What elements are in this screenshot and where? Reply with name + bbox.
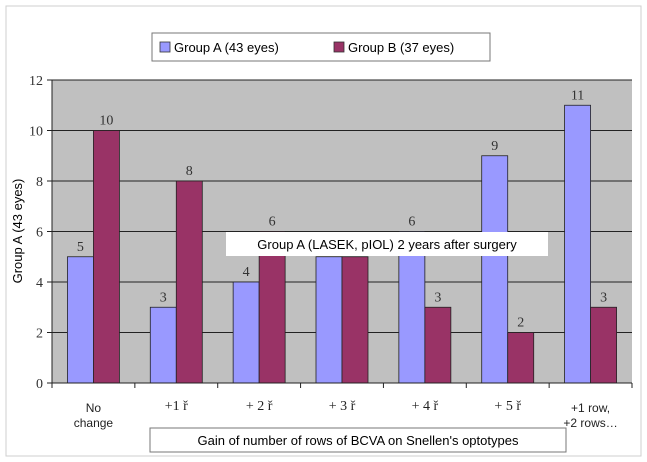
value-label-group-a: 5 — [77, 240, 84, 255]
legend-box — [151, 32, 491, 62]
bar-group-a — [481, 155, 509, 384]
value-label-group-b: 3 — [600, 290, 607, 305]
bar-group-b — [93, 130, 120, 384]
value-label-group-b: 8 — [186, 164, 193, 179]
legend-swatch-group-b — [333, 41, 345, 53]
x-tick-label: +2 rows… — [563, 416, 617, 430]
bar-group-b — [341, 256, 369, 384]
x-tick-label: + 3 ř — [329, 399, 356, 414]
value-label-group-b: 6 — [269, 215, 276, 230]
legend-swatch-group-a — [159, 41, 171, 53]
value-label-group-b: 2 — [517, 316, 524, 331]
legend-label-group-b: Group B (37 eyes) — [348, 40, 454, 55]
bar-group-a — [564, 104, 591, 384]
x-tick-label: + 5 ř — [494, 399, 521, 414]
annotation: Group A (LASEK, pIOL) 2 years after surg… — [226, 232, 548, 256]
legend: Group A (43 eyes) Group B (37 eyes) — [151, 32, 491, 62]
bars — [67, 104, 617, 384]
value-label-group-a: 4 — [243, 265, 250, 280]
y-axis-title: Group A (43 eyes) — [10, 179, 25, 284]
x-axis-title-group: Gain of number of rows of BCVA on Snelle… — [149, 427, 567, 453]
x-tick-label: + 2 ř — [246, 399, 273, 414]
annotation-text: Group A (LASEK, pIOL) 2 years after surg… — [257, 237, 517, 252]
x-tick-label: + 4 ř — [412, 399, 439, 414]
bar-group-a — [315, 256, 343, 384]
bar-group-b — [258, 231, 286, 384]
x-tick-label: +1 row, — [571, 401, 610, 415]
x-tick-label: change — [74, 416, 114, 430]
y-tick-labels: 0 2 4 6 8 10 12 — [29, 74, 43, 392]
bar-group-b — [175, 180, 203, 384]
bar-group-a — [232, 281, 260, 384]
y-tick-label: 0 — [36, 377, 43, 392]
y-tick-label: 2 — [36, 327, 43, 342]
y-tick-label: 12 — [29, 74, 43, 89]
annotation-box — [226, 232, 548, 256]
y-tick-label: 4 — [36, 276, 43, 291]
y-tick-label: 6 — [36, 226, 43, 241]
bar-group-b — [424, 306, 452, 384]
legend-label-group-a: Group A (43 eyes) — [174, 40, 279, 55]
bar-group-a — [149, 306, 177, 384]
value-label-group-a: 11 — [571, 88, 584, 103]
bar-group-b — [590, 306, 617, 384]
axes — [47, 79, 633, 388]
value-label-group-b: 10 — [99, 114, 113, 129]
x-axis-title: Gain of number of rows of BCVA on Snelle… — [198, 433, 519, 448]
value-label-group-b: 3 — [434, 290, 441, 305]
bar-group-a — [67, 256, 94, 384]
y-tick-label: 8 — [36, 175, 43, 190]
y-tick-label: 10 — [29, 125, 43, 140]
x-tick-label: No — [86, 401, 102, 415]
value-label-group-a: 6 — [408, 215, 415, 230]
value-label-group-a: 3 — [160, 290, 167, 305]
x-tick-label: +1 ř — [165, 399, 188, 414]
bar-group-b — [507, 332, 535, 384]
x-axis-title-box — [149, 427, 567, 453]
value-label-group-a: 9 — [491, 139, 498, 154]
